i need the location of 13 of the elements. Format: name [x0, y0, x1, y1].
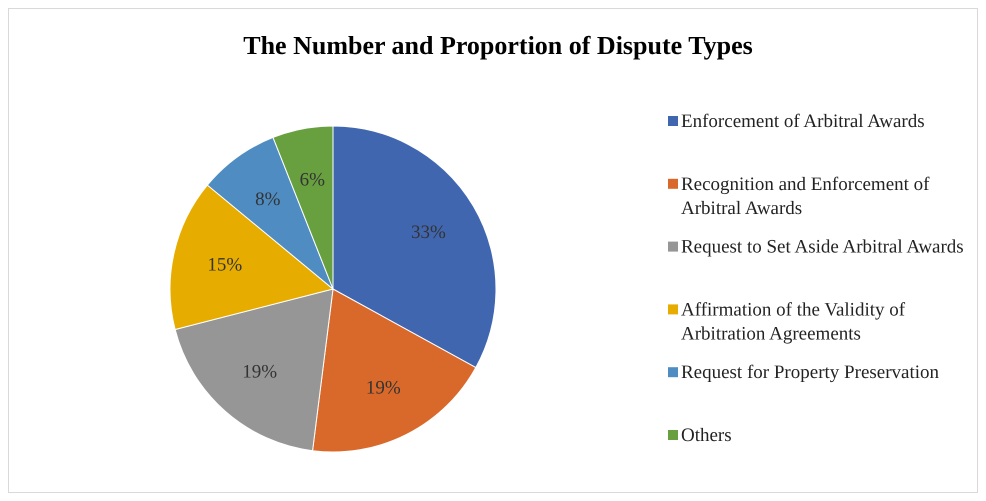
- data-label: 8%: [255, 188, 281, 210]
- legend-label: Recognition and Enforcement of Arbitral Awards: [681, 173, 930, 218]
- legend-label: Request to Set Aside Arbitral Awards: [681, 236, 964, 258]
- legend-label: Enforcement of Arbitral Awards: [681, 110, 925, 132]
- data-label: 33%: [410, 222, 446, 244]
- legend-label: Affirmation of the Validity of Arbitration Agreements: [681, 298, 906, 344]
- data-label: 15%: [207, 254, 242, 276]
- legend-label: Others: [681, 424, 732, 446]
- chart-title: The Number and Proportion of Dispute Types: [243, 31, 753, 60]
- data-label: 19%: [366, 377, 401, 398]
- data-label: 6%: [300, 170, 326, 191]
- data-label: 19%: [242, 362, 278, 383]
- legend-label: Request for Property Preservation: [681, 362, 940, 383]
